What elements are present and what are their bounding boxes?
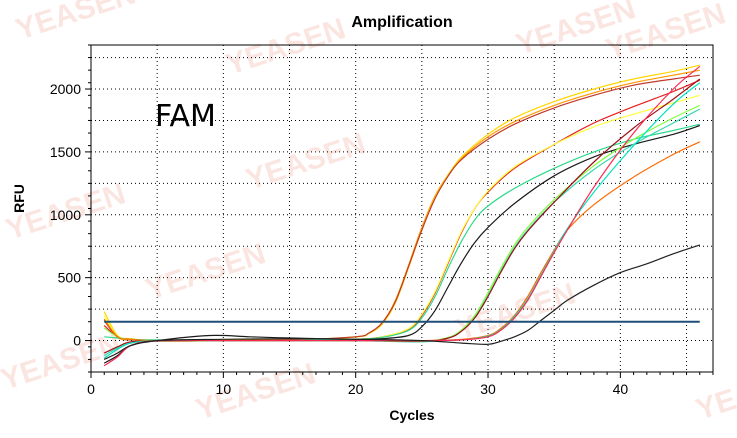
y-tick-label: 0 xyxy=(73,333,81,349)
series-line-9 xyxy=(103,104,701,342)
axis-ticks: 0 10 20 30 40 0 500 1000 1500 2000 xyxy=(50,44,714,397)
series-line-14 xyxy=(103,244,700,360)
x-tick-label: 40 xyxy=(613,381,629,397)
y-tick-label: 2000 xyxy=(50,81,81,97)
y-axis-label: RFU xyxy=(11,184,27,213)
x-axis-label: Cycles xyxy=(389,407,434,423)
channel-annotation: FAM xyxy=(155,99,216,134)
watermark-text: YEASEN xyxy=(692,357,737,427)
series-line-6 xyxy=(104,123,700,342)
x-tick-label: 30 xyxy=(480,381,496,397)
watermark-text: YEASEN xyxy=(12,0,140,47)
x-tick-label: 0 xyxy=(87,381,95,397)
chart-title: Amplification xyxy=(351,14,452,31)
watermark-text: YEASEN xyxy=(222,12,350,82)
series-layer xyxy=(103,64,701,367)
x-tick-label: 10 xyxy=(216,381,232,397)
plot-frame xyxy=(90,44,714,373)
series-line-7 xyxy=(103,124,700,364)
grid-lines xyxy=(91,45,713,372)
y-tick-label: 1500 xyxy=(50,144,81,160)
y-tick-label: 1000 xyxy=(50,207,81,223)
watermark-text: YEASEN xyxy=(242,127,370,197)
watermark-text: YEASEN xyxy=(142,237,270,307)
x-tick-label: 20 xyxy=(348,381,364,397)
y-tick-label: 500 xyxy=(58,270,82,286)
watermark-text: YEASEN xyxy=(192,357,320,427)
